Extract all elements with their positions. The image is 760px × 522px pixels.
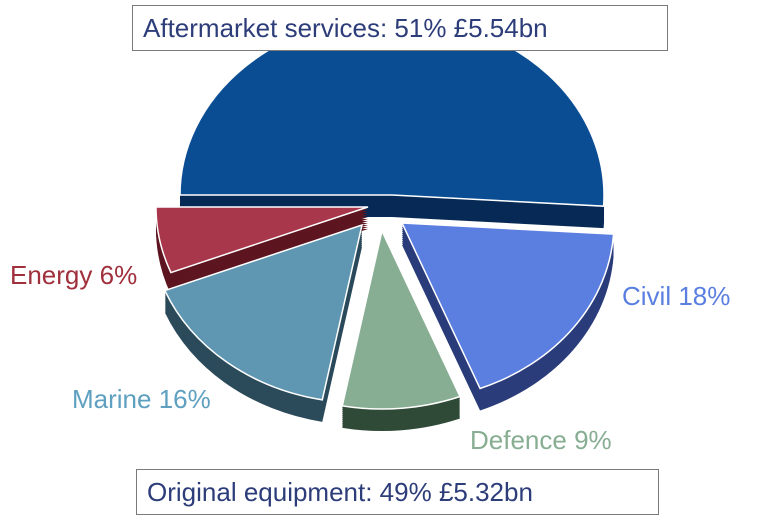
defence-slice-label: Defence 9%: [470, 425, 612, 455]
energy-slice-label: Energy 6%: [10, 260, 138, 290]
defence-slice: [341, 228, 462, 410]
pie-top-layer: [155, 16, 615, 410]
original-equipment-total-label: Original equipment: 49% £5.32bn: [136, 469, 659, 515]
civil-slice: [400, 222, 615, 390]
aftermarket-services-total-label: Aftermarket services: 51% £5.54bn: [132, 5, 668, 51]
marine-slice-label: Marine 16%: [72, 384, 211, 414]
energy-slice: [155, 206, 369, 274]
marine-slice: [163, 223, 364, 401]
civil-slice-label: Civil 18%: [622, 281, 731, 311]
